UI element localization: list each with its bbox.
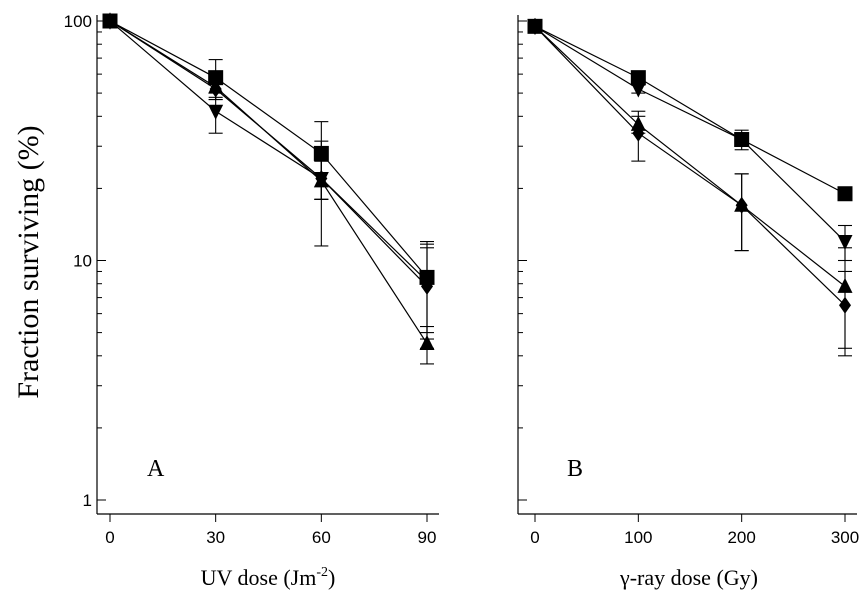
series-line <box>534 25 846 306</box>
x-tick-label: 90 <box>418 528 437 547</box>
diamond-marker <box>839 296 851 314</box>
diamond-marker <box>735 196 748 214</box>
triangle-down-marker <box>102 14 118 30</box>
panel-b-label: B <box>567 456 583 482</box>
series-line <box>109 20 428 287</box>
y-axis-title: Fraction surviving (%) <box>12 125 45 398</box>
triangle-down-marker <box>630 82 646 98</box>
x-tick-label: 300 <box>831 528 859 547</box>
triangle-down-marker <box>734 133 750 149</box>
diamond-marker <box>529 17 541 35</box>
x-tick-label: 200 <box>727 528 755 547</box>
x-tick-label: 100 <box>624 528 652 547</box>
square-marker <box>837 186 853 202</box>
y-tick-label: 1 <box>83 491 92 510</box>
panel-a-label: A <box>147 456 165 482</box>
diamond-marker <box>632 124 645 142</box>
x-tick-label: 60 <box>312 528 331 547</box>
x-tick-label: 30 <box>206 528 225 547</box>
panel-a-chart: 1 10 100 0 30 60 90 <box>64 12 439 547</box>
triangle-down-marker <box>419 274 435 290</box>
y-tick-label: 100 <box>64 12 92 31</box>
series-line <box>534 25 846 195</box>
panel-b-xlabel: γ-ray dose (Gy) <box>619 565 758 590</box>
triangle-down-marker <box>837 235 853 251</box>
series-line <box>109 20 428 278</box>
panel-a-xlabel: UV dose (Jm-2) <box>201 565 336 590</box>
x-tick-label: 0 <box>105 528 114 547</box>
triangle-down-marker <box>313 171 329 187</box>
x-tick-label: 0 <box>530 528 539 547</box>
series-line <box>534 25 846 287</box>
series-line <box>534 25 846 242</box>
square-marker <box>630 70 646 86</box>
series-line <box>109 20 428 344</box>
triangle-down-marker <box>208 104 224 120</box>
y-tick-label: 10 <box>73 252 92 271</box>
panel-b-chart: 0 100 200 300 <box>517 15 859 547</box>
series-line <box>109 20 428 282</box>
